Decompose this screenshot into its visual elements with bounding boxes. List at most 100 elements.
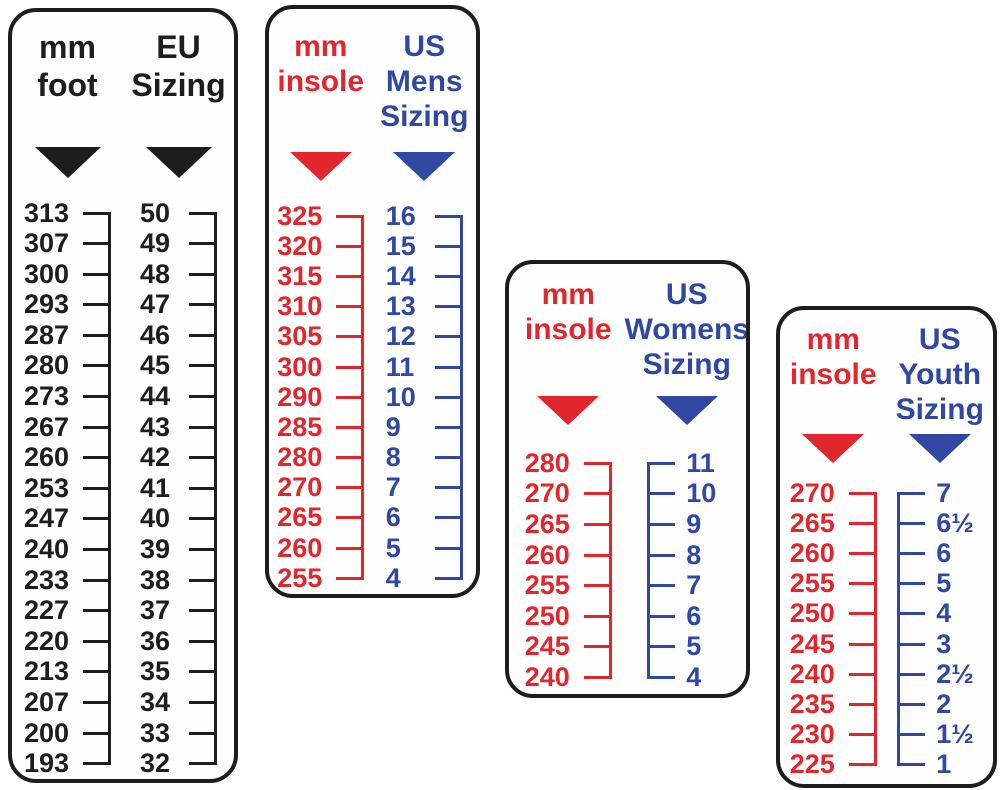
scale-value: 1½ — [936, 719, 974, 750]
tick-mark — [83, 717, 111, 749]
scale-row: 230 — [790, 719, 877, 750]
scale-value: 9 — [686, 508, 702, 539]
tick-mark — [83, 626, 111, 657]
scale-value: 13 — [385, 291, 416, 322]
tick-mark — [848, 568, 877, 599]
scale-value: 300 — [277, 351, 323, 382]
tick-mark — [336, 533, 365, 564]
scale-row: 280 — [277, 442, 365, 473]
tick-mark — [189, 442, 217, 474]
scale-row: 37 — [140, 595, 217, 627]
tick-mark — [336, 261, 365, 292]
scale-row: 6 — [897, 537, 982, 569]
tick-mark — [897, 628, 926, 660]
tick-mark — [848, 749, 877, 780]
scale-value: 7 — [385, 472, 401, 503]
scale-row: 245 — [525, 631, 612, 663]
tick-mark — [189, 228, 217, 259]
tick-mark — [434, 382, 463, 413]
tick-mark — [336, 231, 365, 262]
panel-mm-insole-us-mens: mm insole 325 320 315 310 305 300 290 285 280 270… — [265, 5, 480, 598]
triangle-down-icon — [908, 434, 971, 463]
scale-value: 213 — [24, 656, 70, 687]
tick-mark — [897, 508, 926, 539]
scale-value: 235 — [789, 688, 835, 719]
column-us-youth-sizing: US Youth Sizing 7 6½ 6 5 4 3 2½ 2 1½ 1 — [887, 322, 994, 784]
tick-mark — [897, 538, 926, 569]
tick-mark — [336, 382, 365, 413]
scale-value: 47 — [140, 289, 171, 320]
tick-mark — [848, 659, 877, 690]
tick-mark — [83, 228, 111, 259]
scale-row: 1½ — [897, 719, 982, 750]
scale-value: 40 — [140, 503, 171, 534]
scale-row: 38 — [140, 564, 217, 596]
scale-value: 3 — [936, 628, 952, 659]
scale-row: 287 — [24, 320, 111, 351]
tick-mark — [434, 502, 463, 534]
scale-value: 287 — [24, 319, 70, 350]
scale-row: 48 — [140, 258, 217, 290]
scale-value: 16 — [385, 200, 416, 231]
tick-mark — [434, 261, 463, 292]
scale-value: 35 — [140, 656, 171, 687]
scale-value: 255 — [524, 570, 570, 601]
tick-mark — [848, 689, 877, 720]
scale-value: 36 — [140, 625, 171, 656]
tick-mark — [647, 478, 676, 510]
scale-value: 32 — [140, 748, 171, 779]
scale-value: 310 — [277, 291, 323, 322]
tick-mark — [189, 626, 217, 657]
triangle-down-icon — [145, 146, 212, 178]
scale-value: 6 — [936, 537, 952, 568]
scale-value: 5 — [385, 532, 401, 563]
scale-value: 325 — [277, 200, 323, 231]
tick-mark — [336, 321, 365, 352]
tick-mark — [647, 448, 676, 479]
column-header: mm foot — [37, 29, 98, 103]
tick-mark — [848, 628, 877, 660]
scale-row: 253 — [24, 473, 111, 504]
scale-row: 225 — [790, 749, 877, 780]
scale-row: 270 — [525, 478, 612, 510]
tick-mark — [434, 563, 463, 593]
scale-value: 280 — [24, 350, 70, 381]
scale-row: 233 — [24, 564, 111, 596]
tick-mark — [189, 473, 217, 504]
triangle-down-icon — [655, 396, 718, 425]
scale-row: 240 — [790, 659, 877, 690]
scale-row: 267 — [24, 411, 111, 443]
scale-value: 5 — [936, 568, 952, 599]
scale-row: 2½ — [897, 659, 982, 690]
scale-row: 10 — [647, 478, 726, 510]
scale-mm-insole: 270 265 260 255 250 245 240 235 230 225 — [790, 478, 877, 780]
tick-mark — [434, 442, 463, 473]
scale-value: 260 — [524, 539, 570, 570]
tick-mark — [83, 198, 111, 229]
tick-mark — [83, 289, 111, 321]
scale-row: 7 — [647, 570, 726, 601]
scale-row: 245 — [790, 628, 877, 660]
scale-row: 4 — [897, 598, 982, 629]
tick-mark — [647, 631, 676, 663]
tick-mark — [189, 198, 217, 229]
scale-row: 46 — [140, 320, 217, 351]
scale-value: 50 — [140, 197, 171, 228]
scale-value: 300 — [24, 258, 70, 289]
scale-us-womens-sizing: 11 10 9 8 7 6 5 4 — [647, 448, 726, 693]
scale-value: 4 — [686, 661, 702, 692]
tick-mark — [897, 659, 926, 690]
scale-value: 15 — [385, 230, 416, 261]
scale-value: 1 — [936, 749, 952, 780]
scale-value: 270 — [277, 472, 323, 503]
scale-row: 193 — [24, 748, 111, 779]
scale-row: 240 — [24, 534, 111, 565]
tick-mark — [83, 320, 111, 351]
scale-value: 41 — [140, 472, 171, 503]
column-eu-sizing: EU Sizing 50 49 48 47 46 45 44 43 42 41 40 39 38 37 36… — [123, 28, 234, 779]
scale-row: 265 — [790, 508, 877, 539]
column-header: US Youth Sizing — [895, 323, 984, 426]
tick-mark — [336, 442, 365, 473]
scale-value: 44 — [140, 381, 171, 412]
tick-mark — [83, 656, 111, 688]
